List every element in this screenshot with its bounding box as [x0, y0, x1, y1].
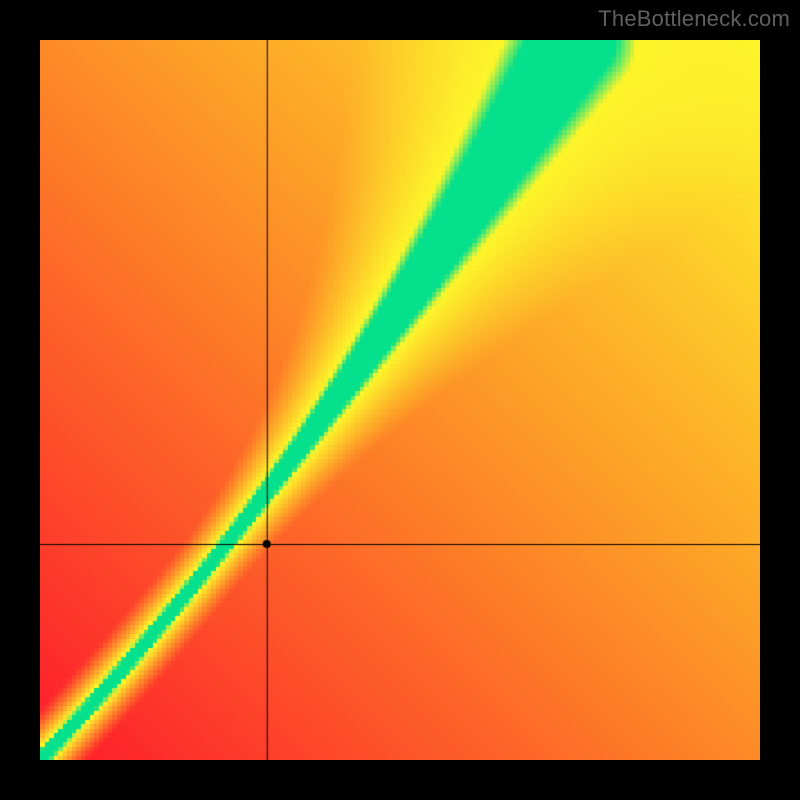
chart-stage: TheBottleneck.com: [0, 0, 800, 800]
crosshair-overlay: [40, 40, 760, 760]
watermark-text: TheBottleneck.com: [598, 6, 790, 32]
